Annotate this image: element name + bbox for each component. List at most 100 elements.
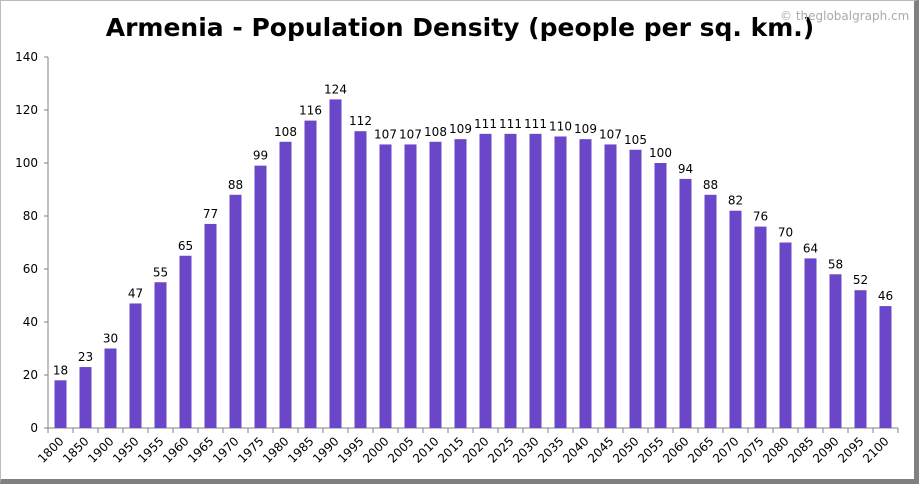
data-label: 108 [424,125,447,139]
data-label: 105 [624,133,647,147]
data-label: 107 [374,127,397,141]
data-label: 77 [203,207,218,221]
bar [829,274,842,428]
data-label: 18 [53,363,68,377]
watermark: © theglobalgraph.cm [780,9,909,23]
bar [629,149,642,428]
bar [154,282,167,428]
bar [704,194,717,428]
x-tick-label: 1970 [210,434,241,465]
x-tick-label: 1985 [285,434,316,465]
y-tick-label: 140 [15,50,38,64]
data-label: 109 [574,122,597,136]
data-label: 23 [78,350,93,364]
y-tick-label: 0 [30,421,38,435]
x-tick-label: 2100 [860,434,891,465]
data-label: 30 [103,332,118,346]
data-label: 70 [778,226,793,240]
x-tick-label: 1990 [310,434,341,465]
y-tick-label: 40 [23,315,38,329]
data-label: 108 [274,125,297,139]
x-tick-label: 1900 [85,434,116,465]
bar [879,306,892,428]
bar [729,210,742,428]
bar [79,367,92,428]
bar [529,133,542,428]
data-label: 111 [499,117,522,131]
data-label: 58 [828,257,843,271]
x-tick-label: 2030 [510,434,541,465]
x-tick-label: 2085 [785,434,816,465]
data-label: 107 [399,127,422,141]
x-tick-label: 2070 [710,434,741,465]
x-tick-label: 2075 [735,434,766,465]
bar [779,242,792,428]
x-tick-label: 2040 [560,434,591,465]
data-label: 64 [803,241,818,255]
data-label: 88 [228,178,243,192]
x-tick-label: 2090 [810,434,841,465]
x-tick-label: 1800 [35,434,66,465]
bar [579,139,592,428]
x-tick-label: 2020 [460,434,491,465]
y-tick-label: 120 [15,103,38,117]
bar [129,303,142,428]
bar [754,226,767,428]
bar [504,133,517,428]
x-tick-label: 2080 [760,434,791,465]
x-tick-label: 2015 [435,434,466,465]
x-tick-label: 1980 [260,434,291,465]
y-tick-label: 100 [15,156,38,170]
data-label: 110 [549,120,572,134]
data-label: 100 [649,146,672,160]
data-label: 111 [474,117,497,131]
data-label: 65 [178,239,193,253]
bar [454,139,467,428]
x-tick-label: 2050 [610,434,641,465]
bar [554,136,567,428]
x-tick-label: 1975 [235,434,266,465]
y-tick-label: 60 [23,262,38,276]
bar [404,144,417,428]
data-label: 99 [253,149,268,163]
data-label: 107 [599,127,622,141]
data-label: 111 [524,117,547,131]
bar [379,144,392,428]
y-tick-label: 80 [23,209,38,223]
x-tick-label: 2025 [485,434,516,465]
x-tick-label: 2055 [635,434,666,465]
data-label: 112 [349,114,372,128]
x-tick-label: 1960 [160,434,191,465]
x-tick-label: 2005 [385,434,416,465]
bar [229,194,242,428]
bar [329,99,342,429]
y-tick-label: 20 [23,368,38,382]
data-label: 88 [703,178,718,192]
bar [854,290,867,428]
data-label: 94 [678,162,693,176]
chart-title: Armenia - Population Density (people per… [106,13,814,42]
x-tick-label: 2045 [585,434,616,465]
bar [54,380,67,428]
x-tick-label: 1850 [60,434,91,465]
bar [179,255,192,428]
bar [354,131,367,428]
data-label: 124 [324,82,347,96]
x-tick-label: 1950 [110,434,141,465]
data-label: 109 [449,122,472,136]
bar [604,144,617,428]
x-tick-label: 2060 [660,434,691,465]
x-tick-label: 1955 [135,434,166,465]
data-label: 116 [299,104,322,118]
bar [204,223,217,428]
bar [429,141,442,429]
x-tick-label: 2065 [685,434,716,465]
data-label: 47 [128,286,143,300]
bar [304,120,317,428]
data-label: 76 [753,210,768,224]
x-tick-label: 1965 [185,434,216,465]
data-label: 46 [878,289,893,303]
